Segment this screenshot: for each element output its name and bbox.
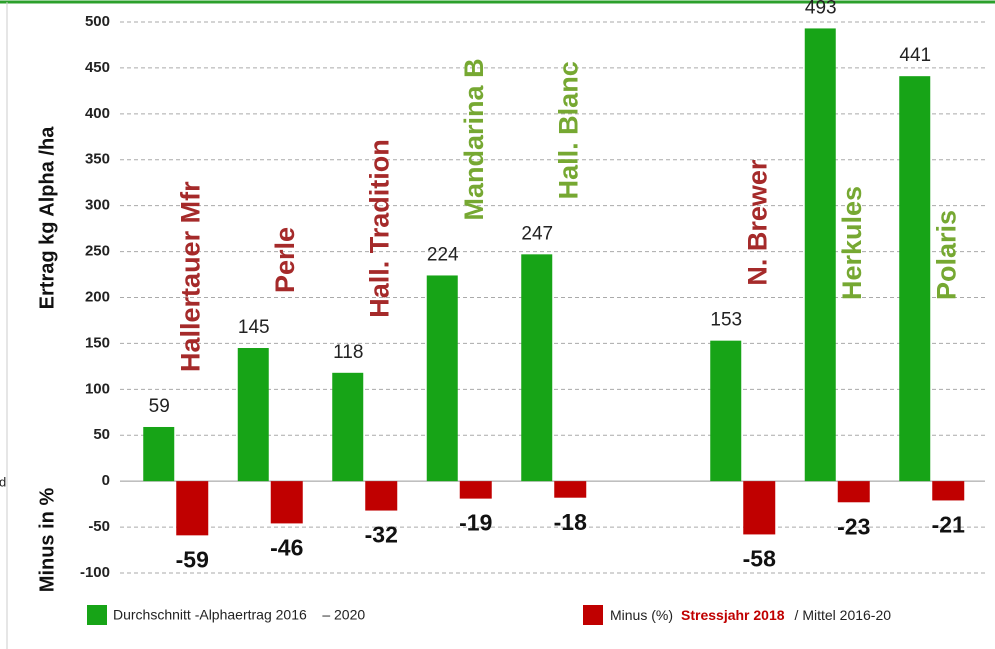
category-label: Mandarina B	[459, 58, 489, 220]
y-tick-label: 350	[85, 151, 110, 168]
bar	[521, 254, 553, 482]
bar	[332, 372, 364, 482]
y-tick-label: 500	[85, 13, 110, 30]
value-label: -23	[837, 513, 870, 539]
bar	[237, 348, 269, 482]
bar	[743, 481, 776, 535]
y-tick-label: 400	[85, 105, 110, 122]
y-axis-label: Minus in %	[36, 488, 58, 593]
bar	[143, 426, 175, 482]
y-tick-label: 200	[85, 288, 110, 305]
value-label: 493	[805, 0, 837, 18]
y-tick-label: -50	[88, 518, 110, 535]
category-label: Polaris	[931, 210, 961, 300]
value-label: -46	[270, 534, 303, 560]
bar	[365, 481, 398, 511]
bar	[270, 481, 303, 524]
y-tick-label: 300	[85, 197, 110, 214]
legend-label: Minus (%) Stressjahr 2018 / Mittel 2016-20	[610, 607, 891, 623]
value-label: -32	[365, 522, 398, 548]
category-label: Hall. Tradition	[364, 139, 394, 318]
y-tick-label: 100	[85, 380, 110, 397]
legend-highlight: Stressjahr 2018	[681, 607, 785, 623]
legend-label: Durchschnitt -Alphaertrag 2016 – 2020	[113, 607, 365, 623]
bar	[932, 481, 965, 501]
category-label: Herkules	[837, 186, 867, 300]
bar	[176, 481, 209, 536]
y-tick-label: 450	[85, 59, 110, 76]
value-label: -58	[743, 546, 776, 572]
edge-text: d	[0, 474, 6, 489]
value-label: -21	[932, 512, 965, 538]
bar	[459, 481, 492, 499]
value-label: -59	[176, 546, 209, 572]
y-tick-label: 150	[85, 334, 110, 351]
value-label: 224	[427, 244, 459, 265]
y-tick-label: 50	[93, 426, 110, 443]
category-label: Hallertauer Mfr	[175, 181, 205, 372]
category-label: Perle	[270, 227, 300, 293]
legend-swatch	[583, 605, 603, 625]
y-axis-label: Ertrag kg Alpha /ha	[36, 126, 58, 310]
value-label: -19	[459, 510, 492, 536]
bar	[426, 275, 458, 482]
y-tick-label: 0	[102, 472, 110, 489]
value-label: 118	[333, 342, 363, 363]
bar	[899, 76, 931, 482]
value-label: 145	[238, 317, 270, 338]
category-label: N. Brewer	[742, 159, 772, 286]
y-tick-label: -100	[80, 564, 110, 581]
value-label: 247	[521, 223, 553, 244]
bar	[837, 481, 870, 503]
value-label: 153	[710, 310, 742, 331]
value-label: 59	[149, 396, 170, 417]
value-label: -18	[554, 509, 587, 535]
bar	[554, 481, 587, 498]
legend-label-part: Minus (%)	[610, 607, 673, 623]
y-tick-label: 250	[85, 243, 110, 260]
legend-label-part: / Mittel 2016-20	[795, 607, 892, 623]
category-label: Hall. Blanc	[553, 61, 583, 199]
bar	[804, 28, 836, 482]
bar	[710, 340, 742, 482]
value-label: 441	[899, 45, 931, 66]
legend-swatch	[87, 605, 107, 625]
